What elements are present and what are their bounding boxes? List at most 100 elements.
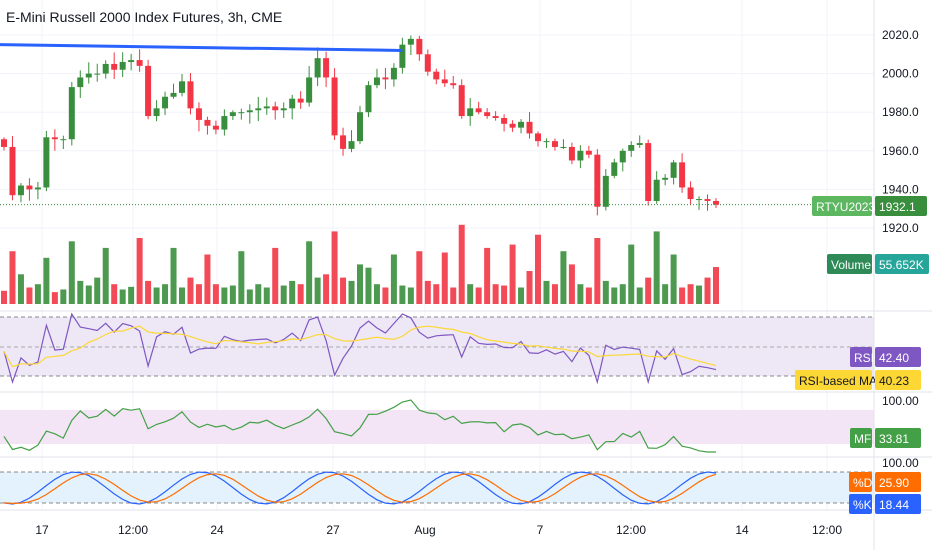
candle-body	[458, 85, 465, 117]
candle-body	[348, 141, 355, 149]
candle-body	[204, 119, 211, 126]
candle-body	[365, 85, 372, 113]
time-tick-label: 14	[735, 523, 749, 537]
candle-body	[568, 146, 575, 161]
last-price-tag-bg	[875, 196, 927, 216]
volume-bar	[238, 251, 245, 304]
candle-body	[492, 116, 499, 118]
volume-bar	[187, 277, 194, 304]
volume-bar	[94, 277, 101, 304]
candle-body	[85, 73, 92, 78]
volume-bar	[280, 285, 287, 304]
candle-body	[382, 77, 389, 80]
price-tick-label: 1960.0	[882, 144, 919, 158]
mf-tag-value-bg	[875, 428, 921, 448]
rsi-ma-tag-value: 40.23	[879, 374, 909, 388]
volume-bar	[212, 284, 219, 304]
candle-body	[77, 77, 84, 88]
candle-body	[551, 141, 558, 147]
volume-bar	[594, 238, 601, 304]
candle-body	[543, 141, 550, 143]
mf-tag-label-bg	[850, 428, 872, 448]
candle-body	[450, 83, 457, 86]
candle-body	[119, 62, 126, 70]
price-tick-label: 1920.0	[882, 221, 919, 235]
candle-body	[390, 67, 397, 80]
volume-bar	[357, 264, 363, 304]
candle-body	[577, 150, 584, 161]
volume-bar	[179, 287, 185, 304]
volume-bar	[229, 285, 236, 304]
time-tick-label: 12:00	[118, 523, 148, 537]
volume-bar	[145, 280, 152, 304]
mf-band	[0, 410, 874, 444]
candle-body	[433, 71, 440, 80]
candle-body	[340, 135, 347, 149]
price-tick-label: 2000.0	[882, 67, 919, 81]
time-tick-label: 17	[35, 523, 49, 537]
mf-axis-label: 100.00	[882, 394, 919, 408]
volume-bar	[653, 231, 660, 304]
mf-line	[3, 399, 716, 453]
candle-body	[9, 146, 16, 196]
symbol-tag-label-bg	[812, 196, 872, 216]
stoch-d-tag-label-bg	[849, 472, 872, 492]
volume-tag-label-bg	[827, 254, 872, 274]
volume-bar	[467, 284, 474, 304]
time-tick-label: 12:00	[616, 523, 646, 537]
candle-body	[704, 199, 711, 201]
volume-bar	[102, 247, 109, 304]
volume-bar	[535, 234, 541, 304]
candle-body	[602, 175, 609, 207]
time-tick-label: 27	[326, 523, 340, 537]
candle-body	[136, 60, 143, 66]
candle-body	[195, 108, 202, 120]
candle-body	[229, 112, 236, 117]
volume-bar	[441, 252, 448, 304]
volume-bar	[119, 289, 126, 304]
volume-bar	[221, 287, 228, 304]
candle-body	[43, 137, 50, 188]
candle-body	[314, 58, 321, 78]
stoch-k-tag-label-bg	[849, 494, 872, 514]
candle-body	[636, 143, 643, 146]
volume-bar	[492, 284, 499, 304]
candle-body	[441, 79, 448, 84]
stoch-axis-label: 100.00	[882, 456, 919, 470]
rsi-ma-line	[3, 325, 717, 368]
stoch-k-line	[3, 471, 717, 505]
volume-bar	[9, 251, 16, 304]
volume-bar	[373, 284, 380, 304]
volume-bar	[51, 292, 58, 304]
candle-body	[535, 133, 541, 142]
candle-body	[1, 139, 7, 147]
candle-body	[645, 143, 652, 201]
candle-body	[255, 108, 262, 111]
stoch-d-tag-value: 25.90	[879, 476, 909, 490]
candle-body	[509, 123, 516, 128]
stoch-d-line	[3, 473, 717, 505]
volume-bar	[509, 244, 516, 304]
candle-body	[94, 73, 101, 75]
volume-bar	[111, 284, 118, 304]
volume-bar	[585, 287, 592, 304]
volume-bar	[323, 274, 330, 304]
volume-bar	[60, 289, 67, 304]
candle-body	[518, 121, 525, 128]
candle-body	[560, 146, 567, 148]
candle-body	[111, 63, 118, 70]
volume-bar	[153, 287, 160, 304]
volume-bar	[602, 280, 609, 304]
volume-tag-label: Volume	[831, 258, 871, 272]
candle-body	[662, 177, 669, 180]
price-tick-label: 1940.0	[882, 182, 919, 196]
candle-body	[51, 137, 58, 140]
candle-body	[297, 98, 304, 103]
stoch-d-tag-label: %D	[853, 476, 873, 490]
volume-bar	[577, 284, 584, 304]
stoch-k-tag-label: %K	[853, 498, 872, 512]
candle-body	[238, 112, 245, 114]
candle-body	[407, 38, 414, 45]
time-tick-label: Aug	[414, 523, 435, 537]
mf-tag-value: 33.81	[879, 432, 909, 446]
